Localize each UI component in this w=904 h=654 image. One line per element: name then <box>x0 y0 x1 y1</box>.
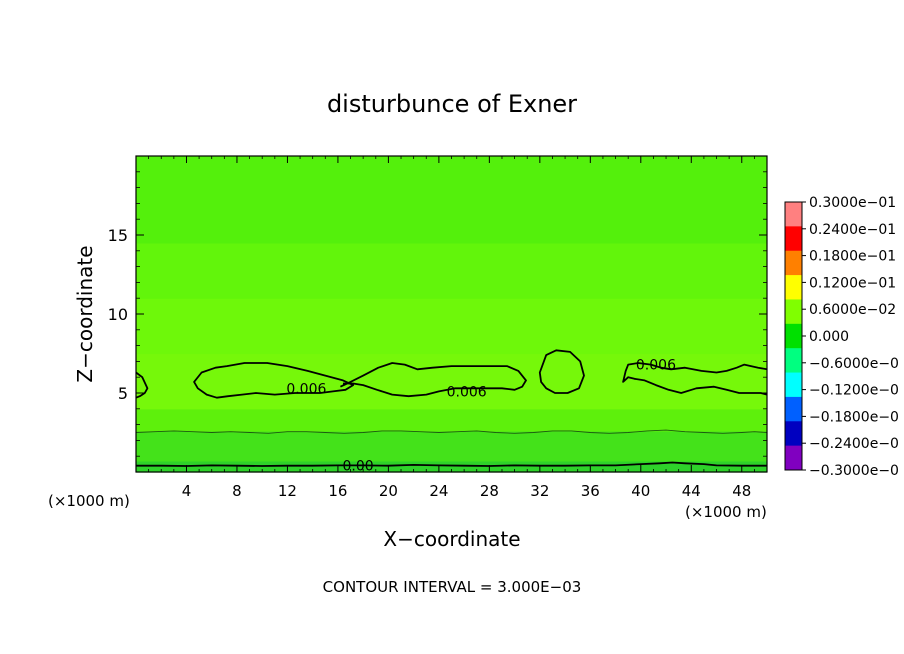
colorbar: 0.3000e−01 0.2400e−01 0.1800e−01 0.1200e−01… <box>784 195 899 479</box>
contour-line <box>340 362 527 398</box>
colorbar-swatch <box>785 275 802 300</box>
y-tick-label: 5 <box>118 384 128 403</box>
field-band <box>136 408 767 432</box>
colorbar-label: −0.6000e−0 <box>809 356 899 372</box>
x-tick-label: 36 <box>581 482 600 500</box>
colorbar-swatch <box>785 250 802 276</box>
contour-line <box>193 362 354 399</box>
colorbar-swatch <box>785 226 802 252</box>
field-fill <box>136 156 767 473</box>
x-tick-label: 16 <box>328 482 347 500</box>
y-axis-label: Z−coordinate <box>73 245 97 382</box>
colorbar-swatch <box>785 396 802 422</box>
y-axis: 5 10 15 <box>108 171 767 457</box>
colorbar-swatch <box>785 421 802 447</box>
contour-line <box>136 461 767 467</box>
contour-line <box>135 429 768 434</box>
colorbar-swatch <box>785 323 802 349</box>
x-tick-label: 4 <box>182 482 192 500</box>
x-tick-label: 48 <box>732 482 751 500</box>
x-tick-label: 12 <box>278 482 297 500</box>
x-tick-label: 44 <box>682 482 701 500</box>
x-tick-label: 20 <box>379 482 398 500</box>
x-axis: 4 8 12 16 20 24 28 32 36 40 44 48 <box>148 156 755 500</box>
colorbar-label: 0.1800e−01 <box>809 249 896 265</box>
contour-label: 0.006 <box>286 381 326 397</box>
x-unit-left: (×1000 m) <box>48 492 130 510</box>
chart-title: disturbunce of Exner <box>327 90 577 118</box>
colorbar-swatch <box>785 372 802 398</box>
x-unit-right: (×1000 m) <box>685 503 767 521</box>
colorbar-label: −0.1200e−0 <box>809 383 899 399</box>
colorbar-swatch <box>785 445 802 471</box>
colorbar-label: 0.000 <box>809 329 849 345</box>
contour-line <box>538 349 585 394</box>
contour-lines <box>135 349 768 467</box>
contour-line <box>135 371 149 399</box>
colorbar-label: −0.3000e−0 <box>809 463 899 479</box>
contour-line <box>622 362 768 396</box>
contour-label: 0.006 <box>636 358 676 374</box>
colorbar-label: −0.1800e−0 <box>809 409 899 425</box>
colorbar-label: 0.2400e−01 <box>809 222 896 238</box>
x-tick-label: 32 <box>530 482 549 500</box>
x-tick-label: 8 <box>232 482 242 500</box>
field-band <box>136 298 767 355</box>
colorbar-label: 0.1200e−01 <box>809 275 896 291</box>
colorbar-swatch <box>785 299 802 325</box>
field-band <box>136 156 767 244</box>
field-band <box>136 242 767 299</box>
field-band <box>136 460 767 473</box>
x-tick-label: 24 <box>429 482 448 500</box>
y-tick-label: 10 <box>108 305 128 324</box>
contour-label: 0.006 <box>447 384 487 400</box>
x-axis-label: X−coordinate <box>383 527 520 551</box>
colorbar-label: 0.6000e−02 <box>809 302 896 318</box>
colorbar-label: −0.2400e−0 <box>809 436 899 452</box>
colorbar-label: 0.3000e−01 <box>809 195 896 211</box>
field-band <box>136 430 767 462</box>
y-tick-label: 15 <box>108 226 128 245</box>
colorbar-swatch <box>785 202 802 227</box>
x-tick-label: 28 <box>480 482 499 500</box>
x-tick-label: 40 <box>631 482 650 500</box>
colorbar-swatch <box>785 348 802 374</box>
contour-interval-note: CONTOUR INTERVAL = 3.000E−03 <box>323 578 582 596</box>
